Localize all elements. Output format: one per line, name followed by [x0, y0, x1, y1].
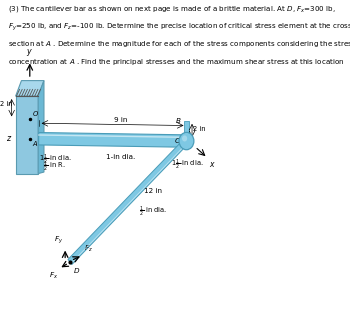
Text: $A$: $A$ [32, 140, 38, 148]
Text: concentration at $A$ . Find the principal stresses and the maximum shear stress : concentration at $A$ . Find the principa… [8, 57, 344, 67]
Text: $1\frac{1}{2}$-in dia.: $1\frac{1}{2}$-in dia. [172, 157, 204, 172]
Text: $1\frac{1}{2}$-in dia.: $1\frac{1}{2}$-in dia. [40, 153, 72, 167]
Text: $D$: $D$ [73, 266, 80, 275]
Polygon shape [38, 133, 187, 147]
Text: 9 in: 9 in [114, 117, 127, 123]
Text: 1-in dia.: 1-in dia. [106, 154, 135, 160]
Circle shape [182, 135, 187, 141]
Text: $F_x$: $F_x$ [49, 271, 58, 281]
Text: section at $A$ . Determine the magnitude for each of the stress components consi: section at $A$ . Determine the magnitude… [8, 39, 350, 49]
Text: $C$: $C$ [174, 136, 181, 145]
Polygon shape [16, 96, 38, 174]
Text: $F_y$: $F_y$ [54, 235, 63, 246]
Text: $\frac{1}{2}$-in dia.: $\frac{1}{2}$-in dia. [139, 205, 167, 219]
Text: 12 in: 12 in [144, 188, 162, 194]
Text: $z$: $z$ [6, 134, 13, 143]
Text: $O$: $O$ [32, 109, 38, 118]
Text: $B$: $B$ [175, 116, 181, 126]
Text: 2 in: 2 in [0, 101, 13, 107]
Text: $F_y$=250 lb, and $F_z$=-100 lb. Determine the precise location of critical stre: $F_y$=250 lb, and $F_z$=-100 lb. Determi… [8, 21, 350, 33]
Text: (3) The cantilever bar as shown on next page is made of a brittle material. At $: (3) The cantilever bar as shown on next … [8, 4, 335, 14]
Text: $y$: $y$ [26, 47, 33, 58]
Polygon shape [38, 81, 44, 174]
Text: $\frac{1}{2}$-in R.: $\frac{1}{2}$-in R. [43, 160, 65, 174]
Text: 2 in: 2 in [193, 126, 206, 132]
Polygon shape [16, 81, 44, 96]
Text: $F_z$: $F_z$ [84, 244, 93, 254]
Text: $x$: $x$ [209, 160, 216, 169]
Polygon shape [68, 139, 188, 264]
Polygon shape [183, 121, 189, 142]
Circle shape [179, 132, 194, 150]
